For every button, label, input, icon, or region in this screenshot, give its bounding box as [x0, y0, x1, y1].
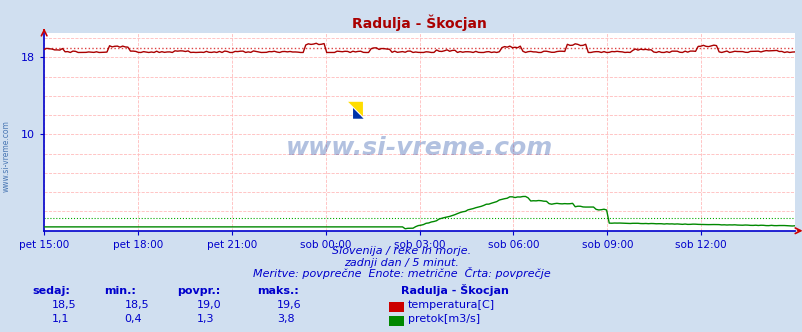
Text: 0,4: 0,4: [124, 314, 142, 324]
Text: Slovenija / reke in morje.: Slovenija / reke in morje.: [331, 246, 471, 256]
Text: povpr.:: povpr.:: [176, 286, 220, 296]
Text: 18,5: 18,5: [52, 300, 77, 310]
Text: maks.:: maks.:: [257, 286, 298, 296]
Text: Radulja - Škocjan: Radulja - Škocjan: [401, 284, 508, 296]
Text: ◥: ◥: [348, 99, 363, 118]
Text: sedaj:: sedaj:: [32, 286, 70, 296]
Text: pretok[m3/s]: pretok[m3/s]: [407, 314, 480, 324]
Text: 19,0: 19,0: [196, 300, 221, 310]
Text: www.si-vreme.com: www.si-vreme.com: [286, 136, 553, 160]
Text: temperatura[C]: temperatura[C]: [407, 300, 494, 310]
Text: Meritve: povprečne  Enote: metrične  Črta: povprečje: Meritve: povprečne Enote: metrične Črta:…: [253, 267, 549, 279]
Text: 3,8: 3,8: [277, 314, 294, 324]
Text: 1,1: 1,1: [52, 314, 70, 324]
Text: 1,3: 1,3: [196, 314, 214, 324]
Title: Radulja - Škocjan: Radulja - Škocjan: [352, 14, 486, 31]
Text: min.:: min.:: [104, 286, 136, 296]
Text: ◣: ◣: [352, 105, 363, 119]
Text: 18,5: 18,5: [124, 300, 149, 310]
Text: www.si-vreme.com: www.si-vreme.com: [2, 120, 11, 192]
Text: 19,6: 19,6: [277, 300, 302, 310]
Text: zadnji dan / 5 minut.: zadnji dan / 5 minut.: [343, 258, 459, 268]
